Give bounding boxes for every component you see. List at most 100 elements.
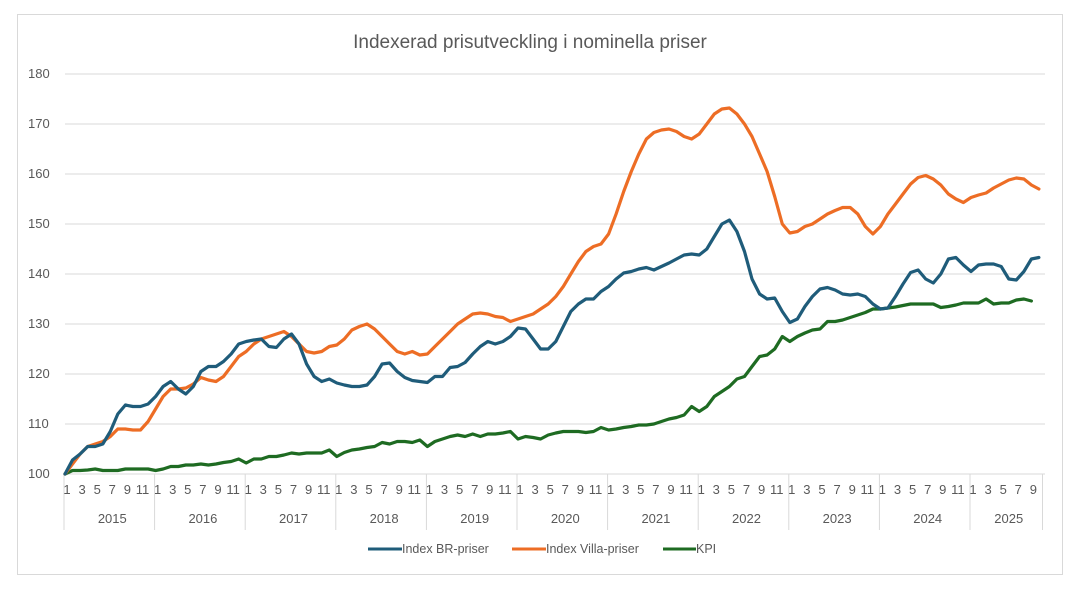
month-tick-label: 5 <box>1000 482 1007 497</box>
month-tick-label: 9 <box>124 482 131 497</box>
month-tick-label: 5 <box>94 482 101 497</box>
year-label: 2025 <box>994 511 1023 526</box>
legend-item-villa[interactable]: Index Villa-priser <box>512 542 639 556</box>
month-tick-label: 11 <box>679 482 693 497</box>
series-line-kpi <box>63 297 1034 476</box>
month-tick-label: 11 <box>951 482 965 497</box>
month-tick-label: 7 <box>471 482 478 497</box>
y-tick-label: 160 <box>28 166 50 181</box>
year-label: 2019 <box>460 511 489 526</box>
legend-label-br: Index BR-priser <box>402 542 489 556</box>
legend-item-kpi[interactable]: KPI <box>663 542 716 556</box>
month-tick-label: 3 <box>169 482 176 497</box>
month-tick-label: 3 <box>622 482 629 497</box>
month-tick-label: 1 <box>154 482 161 497</box>
month-tick-label: 3 <box>441 482 448 497</box>
month-tick-label: 7 <box>1015 482 1022 497</box>
y-tick-label: 110 <box>28 416 49 431</box>
series-points-index-br-priser <box>64 219 1039 475</box>
gridlines <box>65 73 1045 475</box>
month-tick-label: 1 <box>788 482 795 497</box>
year-label: 2023 <box>823 511 852 526</box>
month-tick-label: 9 <box>486 482 493 497</box>
month-tick-label: 7 <box>833 482 840 497</box>
series-lines <box>63 106 1041 476</box>
month-tick-label: 5 <box>637 482 644 497</box>
month-tick-label: 7 <box>109 482 116 497</box>
month-tick-label: 7 <box>743 482 750 497</box>
month-tick-label: 11 <box>136 482 150 497</box>
legend: Index BR-priser Index Villa-priser KPI <box>368 542 716 556</box>
month-tick-label: 9 <box>939 482 946 497</box>
year-label: 2018 <box>370 511 399 526</box>
legend-item-br[interactable]: Index BR-priser <box>368 542 489 556</box>
month-tick-label: 5 <box>547 482 554 497</box>
month-tick-label: 3 <box>803 482 810 497</box>
month-tick-label: 5 <box>275 482 282 497</box>
y-tick-label: 130 <box>28 316 50 331</box>
month-tick-label: 5 <box>456 482 463 497</box>
month-tick-label: 1 <box>63 482 70 497</box>
month-tick-label: 7 <box>380 482 387 497</box>
month-tick-label: 11 <box>498 482 512 497</box>
y-tick-label: 170 <box>28 116 50 131</box>
month-tick-label: 11 <box>317 482 331 497</box>
month-tick-label: 9 <box>396 482 403 497</box>
month-tick-label: 5 <box>184 482 191 497</box>
month-tick-label: 11 <box>226 482 240 497</box>
month-tick-label: 9 <box>758 482 765 497</box>
y-tick-label: 140 <box>28 266 50 281</box>
month-tick-label: 7 <box>290 482 297 497</box>
month-tick-label: 3 <box>984 482 991 497</box>
month-tick-label: 3 <box>350 482 357 497</box>
month-tick-label: 3 <box>78 482 85 497</box>
month-tick-label: 1 <box>607 482 614 497</box>
y-axis-ticks: 100 110 120 130 140 150 160 170 180 <box>28 66 50 481</box>
month-tick-label: 3 <box>894 482 901 497</box>
month-tick-label: 1 <box>969 482 976 497</box>
legend-label-villa: Index Villa-priser <box>546 542 639 556</box>
month-tick-label: 11 <box>589 482 603 497</box>
month-tick-label: 3 <box>531 482 538 497</box>
year-label: 2020 <box>551 511 580 526</box>
month-tick-label: 5 <box>909 482 916 497</box>
year-label: 2016 <box>188 511 217 526</box>
month-tick-label: 5 <box>365 482 372 497</box>
month-tick-label: 9 <box>849 482 856 497</box>
series-line-index-br-priser <box>63 218 1041 476</box>
month-tick-label: 3 <box>260 482 267 497</box>
month-tick-label: 1 <box>335 482 342 497</box>
series-line-index-villa-priser <box>63 106 1041 476</box>
month-tick-label: 5 <box>728 482 735 497</box>
month-tick-label: 1 <box>516 482 523 497</box>
month-tick-label: 9 <box>667 482 674 497</box>
month-tick-label: 11 <box>770 482 784 497</box>
month-tick-label: 7 <box>652 482 659 497</box>
month-tick-label: 9 <box>214 482 221 497</box>
chart-title: Indexerad prisutveckling i nominella pri… <box>353 32 707 53</box>
month-tick-label: 9 <box>1030 482 1037 497</box>
month-tick-label: 3 <box>713 482 720 497</box>
year-label: 2024 <box>913 511 942 526</box>
month-tick-label: 1 <box>698 482 705 497</box>
y-tick-label: 120 <box>28 366 50 381</box>
month-tick-label: 7 <box>199 482 206 497</box>
series-points-kpi <box>64 298 1032 475</box>
year-label: 2021 <box>641 511 670 526</box>
month-tick-label: 7 <box>924 482 931 497</box>
month-tick-label: 9 <box>305 482 312 497</box>
month-tick-label: 5 <box>818 482 825 497</box>
y-tick-label: 180 <box>28 66 50 81</box>
series-points-index-villa-priser <box>64 107 1039 475</box>
month-tick-label: 11 <box>861 482 875 497</box>
chart-frame <box>17 14 1063 575</box>
year-label: 2022 <box>732 511 761 526</box>
year-label: 2015 <box>98 511 127 526</box>
month-tick-label: 1 <box>245 482 252 497</box>
y-tick-label: 150 <box>28 216 50 231</box>
month-tick-label: 1 <box>426 482 433 497</box>
month-tick-label: 9 <box>577 482 584 497</box>
month-tick-label: 1 <box>879 482 886 497</box>
